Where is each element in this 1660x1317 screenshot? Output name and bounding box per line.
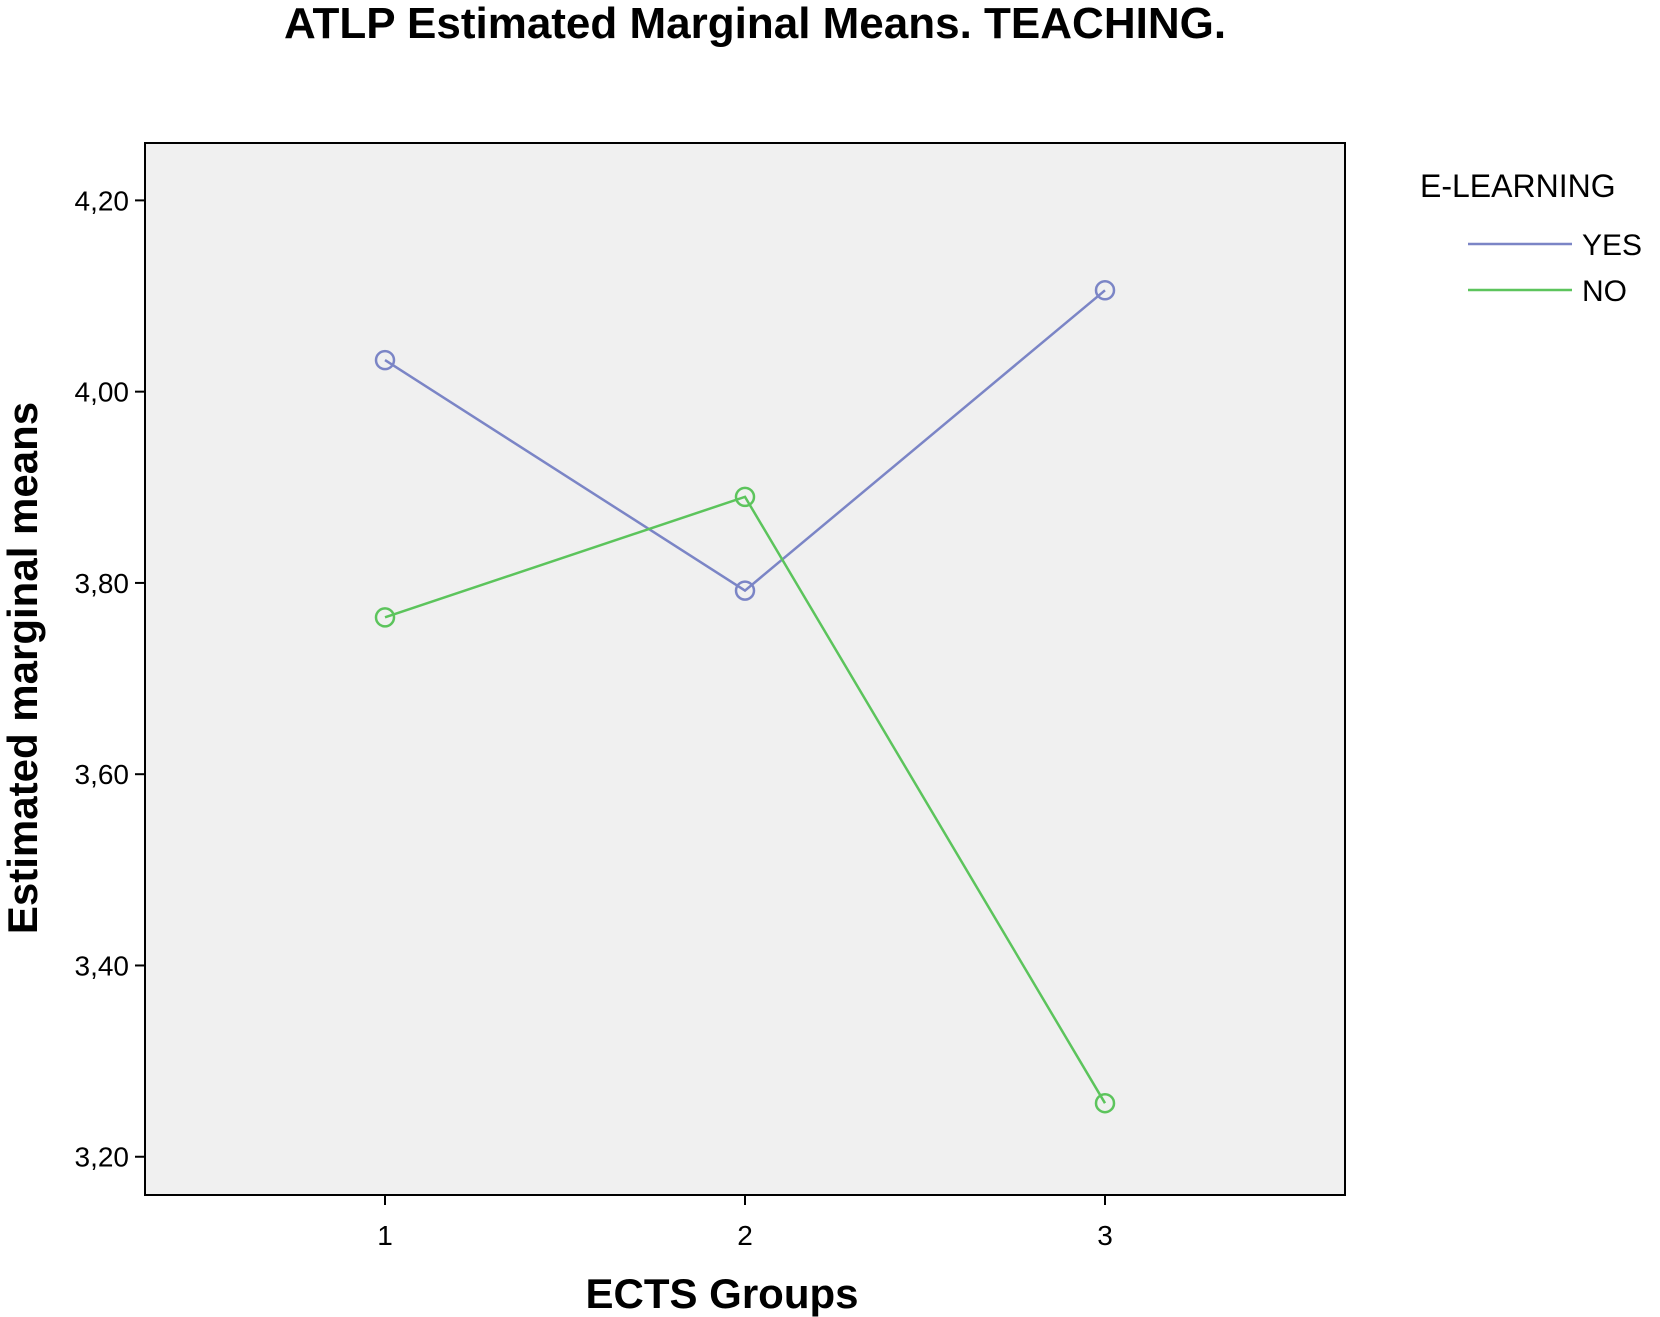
legend-title: E-LEARNING [1420, 168, 1616, 204]
y-tick-label: 4,00 [75, 377, 130, 408]
x-tick-label: 1 [377, 1220, 393, 1251]
data-point-no [374, 607, 396, 628]
legend: E-LEARNING YES NO [1420, 168, 1642, 308]
data-point-no [734, 486, 756, 508]
data-point-no [1094, 1092, 1116, 1114]
y-tick-label: 3,60 [75, 759, 130, 790]
data-point-yes [734, 580, 756, 601]
y-tick-label: 3,80 [75, 568, 130, 599]
x-tick-label: 2 [737, 1220, 753, 1251]
data-point-yes [374, 349, 396, 371]
x-axis-ticks: 1 2 3 [377, 1195, 1113, 1251]
chart-title: ATLP Estimated Marginal Means. TEACHING. [284, 0, 1226, 48]
y-tick-label: 4,20 [75, 185, 130, 216]
y-axis-ticks: 3,20 3,40 3,60 3,80 4,00 4,20 [75, 185, 145, 1173]
data-point-yes [1094, 280, 1116, 301]
y-tick-label: 3,20 [75, 1142, 130, 1173]
legend-label-no: NO [1582, 275, 1627, 308]
series-line-no [384, 495, 1107, 1104]
legend-label-yes: YES [1582, 229, 1642, 262]
x-tick-label: 3 [1097, 1220, 1113, 1251]
x-axis-title: ECTS Groups [585, 1270, 858, 1317]
y-axis-title: Estimated marginal means [0, 402, 46, 934]
series-layer [374, 280, 1116, 1114]
plot-area [144, 142, 1346, 1196]
series-line-yes [384, 289, 1106, 593]
y-tick-label: 3,40 [75, 950, 130, 981]
